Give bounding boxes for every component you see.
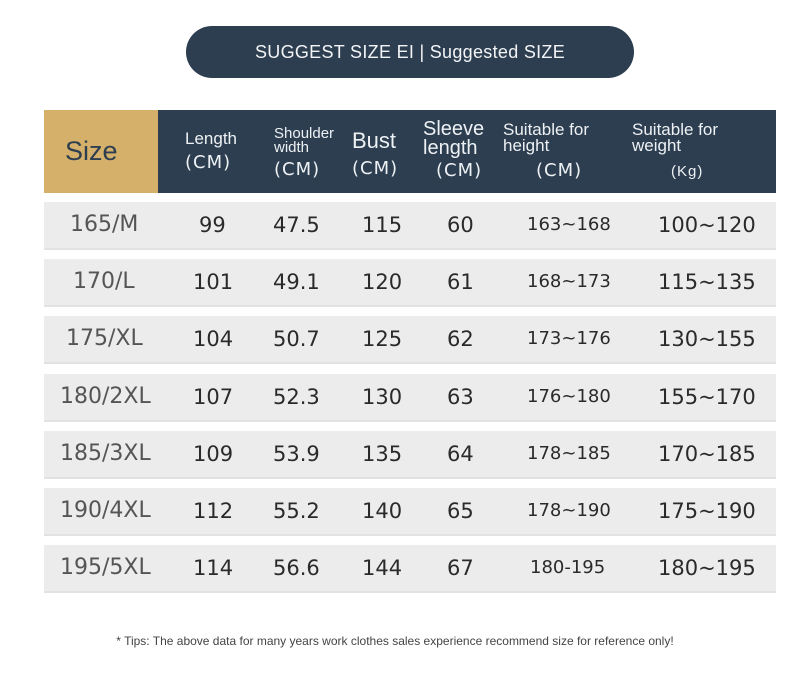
table-row: 180/2XL 107 52.3 130 63 176~180 155~170 [44, 374, 776, 422]
cell-bust: 120 [362, 270, 403, 294]
table-row: 190/4XL 112 55.2 140 65 178~190 175~190 [44, 488, 776, 536]
cell-weight: 115~135 [658, 270, 756, 294]
cell-size: 175/XL [66, 326, 143, 351]
cell-length: 112 [193, 499, 234, 523]
header-bust-label: Bust [352, 128, 397, 153]
cell-sleeve: 62 [447, 327, 474, 351]
cell-weight: 100~120 [658, 213, 756, 237]
cell-height: 163~168 [527, 214, 611, 235]
cell-shoulder: 53.9 [273, 442, 320, 466]
cell-size: 165/M [70, 212, 139, 237]
header-shoulder-unit: (CM) [274, 159, 321, 180]
cell-shoulder: 49.1 [273, 270, 320, 294]
cell-shoulder: 47.5 [273, 213, 320, 237]
cell-height: 173~176 [527, 328, 611, 349]
cell-length: 99 [199, 213, 226, 237]
cell-weight: 170~185 [658, 442, 756, 466]
cell-length: 101 [193, 270, 234, 294]
cell-bust: 144 [362, 556, 403, 580]
cell-length: 107 [193, 385, 234, 409]
cell-height: 178~190 [527, 500, 611, 521]
header-length: Length (CM) [185, 130, 237, 172]
title-banner: SUGGEST SIZE EI | Suggested SIZE [186, 26, 634, 78]
header-shoulder: Shoulder width (CM) [274, 125, 346, 180]
cell-size: 195/5XL [60, 555, 151, 580]
cell-size: 180/2XL [60, 384, 151, 409]
header-shoulder-label: Shoulder width [274, 125, 335, 156]
header-bust: Bust (CM) [352, 130, 398, 178]
header-height-label: Suitable for height [503, 120, 589, 156]
header-weight-unit: (Kg) [671, 163, 704, 181]
tips-note: * Tips: The above data for many years wo… [116, 634, 674, 648]
cell-bust: 125 [362, 327, 403, 351]
cell-bust: 140 [362, 499, 403, 523]
cell-sleeve: 67 [447, 556, 474, 580]
header-sleeve-unit: (CM) [436, 160, 483, 181]
table-row: 185/3XL 109 53.9 135 64 178~185 170~185 [44, 431, 776, 479]
cell-weight: 175~190 [658, 499, 756, 523]
cell-bust: 135 [362, 442, 403, 466]
header-height-unit: (CM) [536, 160, 583, 182]
cell-size: 170/L [73, 269, 135, 294]
table-row: 170/L 101 49.1 120 61 168~173 115~135 [44, 259, 776, 307]
cell-height: 176~180 [527, 386, 611, 407]
cell-shoulder: 56.6 [273, 556, 320, 580]
cell-weight: 130~155 [658, 327, 756, 351]
table-header: Size Length (CM) Shoulder width (CM) Bus… [44, 110, 776, 193]
cell-bust: 115 [362, 213, 403, 237]
table-row: 175/XL 104 50.7 125 62 173~176 130~155 [44, 316, 776, 364]
header-length-label: Length [185, 129, 237, 148]
cell-sleeve: 64 [447, 442, 474, 466]
cell-height: 180-195 [530, 557, 606, 578]
header-weight: Suitable for weight (Kg) [632, 120, 744, 181]
cell-sleeve: 61 [447, 270, 474, 294]
cell-shoulder: 50.7 [273, 327, 320, 351]
cell-bust: 130 [362, 385, 403, 409]
cell-size: 185/3XL [60, 441, 151, 466]
cell-sleeve: 60 [447, 213, 474, 237]
cell-length: 104 [193, 327, 234, 351]
table-row: 165/M 99 47.5 115 60 163~168 100~120 [44, 202, 776, 250]
cell-weight: 155~170 [658, 385, 756, 409]
cell-sleeve: 63 [447, 385, 474, 409]
header-bust-unit: (CM) [352, 158, 399, 179]
cell-length: 114 [193, 556, 234, 580]
cell-weight: 180~195 [658, 556, 756, 580]
banner-title: SUGGEST SIZE EI | Suggested SIZE [254, 41, 566, 62]
cell-shoulder: 52.3 [273, 385, 320, 409]
cell-sleeve: 65 [447, 499, 474, 523]
header-weight-label: Suitable for weight [632, 120, 718, 156]
header-size: Size [44, 110, 158, 193]
header-sleeve: Sleeve length (CM) [423, 118, 495, 181]
cell-height: 168~173 [527, 271, 611, 292]
header-length-unit: (CM) [185, 152, 232, 173]
header-height: Suitable for height (CM) [503, 120, 613, 182]
cell-shoulder: 55.2 [273, 499, 320, 523]
cell-height: 178~185 [527, 443, 611, 464]
header-sleeve-label: Sleeve length [423, 118, 485, 159]
cell-length: 109 [193, 442, 234, 466]
table-row: 195/5XL 114 56.6 144 67 180-195 180~195 [44, 545, 776, 593]
cell-size: 190/4XL [60, 498, 151, 523]
